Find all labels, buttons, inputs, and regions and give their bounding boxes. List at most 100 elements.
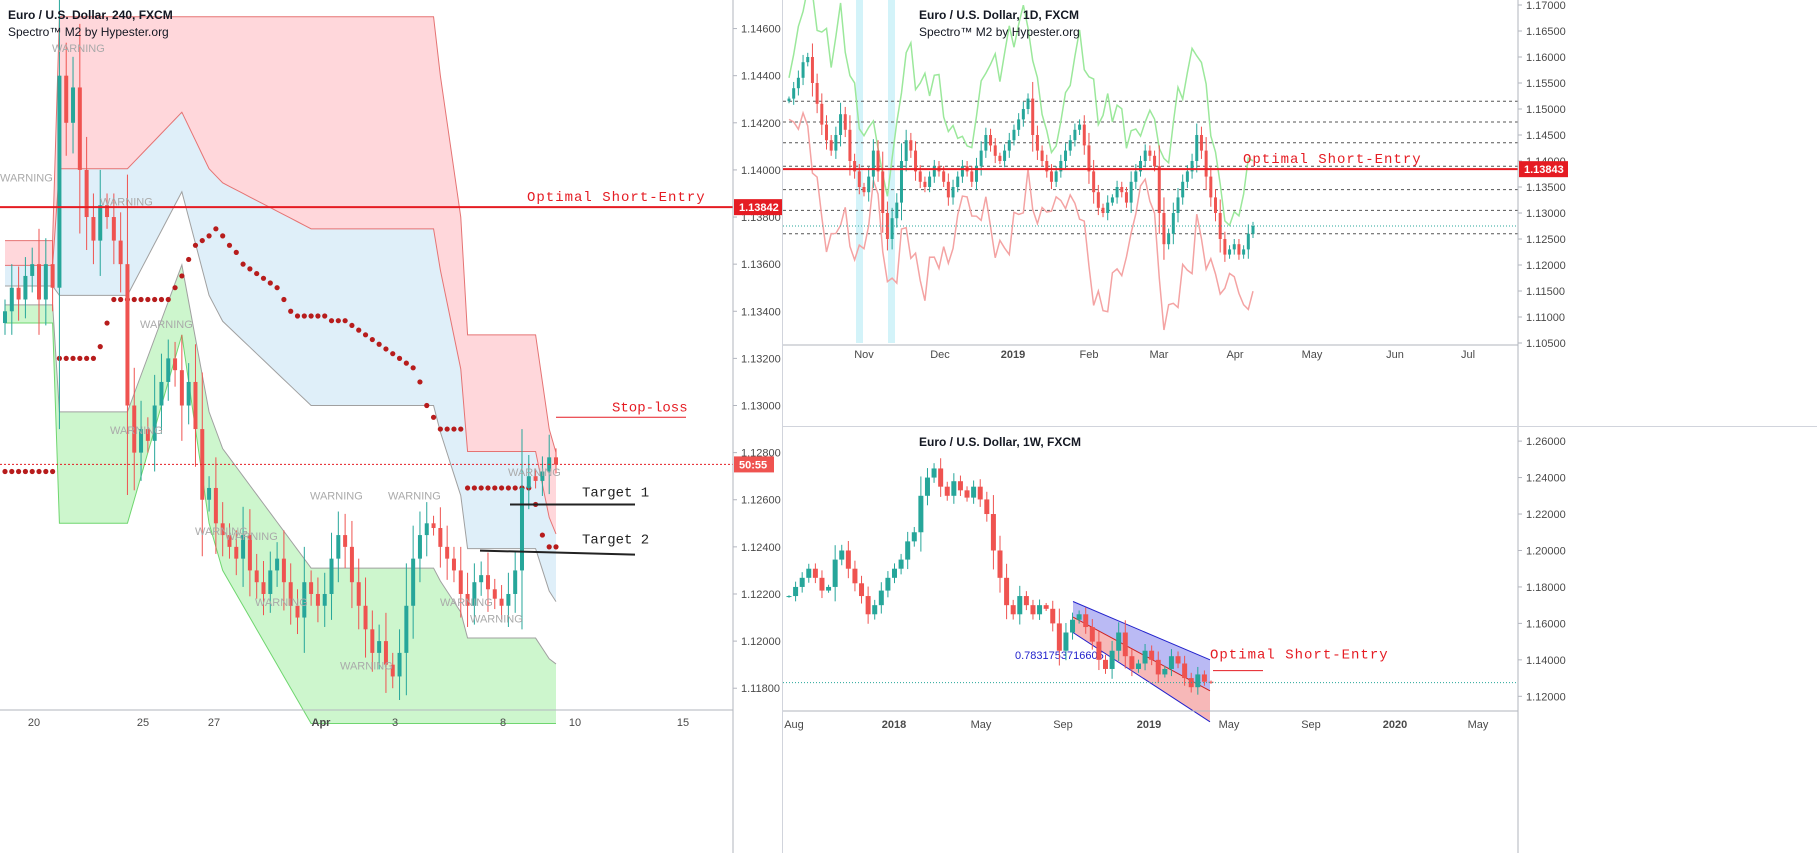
main-candle	[485, 575, 490, 590]
upper-middle-band	[5, 112, 556, 602]
main-candle	[322, 593, 327, 606]
weekly-y-tick-label: 1.24000	[1526, 473, 1566, 485]
daily-y-tick-label: 1.12500	[1526, 234, 1566, 246]
daily-chart-title: Euro / U.S. Dollar, 1D, FXCM	[919, 8, 1080, 22]
main-y-tick-label: 1.13200	[741, 353, 781, 365]
signal-dot	[281, 296, 287, 303]
signal-dot	[315, 313, 321, 319]
warning-label: WARNING	[110, 425, 163, 437]
warning-label: WARNING	[195, 526, 248, 538]
weekly-chart-svg[interactable]: 0.7831753716605 Optimal Short-Entry1.2600…	[783, 427, 1817, 853]
main-y-tick-label: 1.12200	[741, 589, 781, 601]
stop-loss-label: Stop-loss	[612, 400, 688, 416]
weekly-candle	[984, 499, 990, 515]
daily-candle	[914, 150, 918, 172]
weekly-x-tick-label: May	[1219, 719, 1240, 731]
daily-candle	[871, 150, 875, 177]
main-candle	[207, 487, 212, 500]
weekly-candle	[878, 590, 884, 606]
daily-candle	[1021, 109, 1025, 120]
signal-dot	[403, 360, 409, 366]
vertical-divider[interactable]	[782, 0, 783, 853]
main-candle	[159, 381, 164, 406]
main-candle	[302, 582, 307, 618]
main-chart-svg[interactable]: WARNINGWARNINGWARNINGWARNINGWARNINGWARNI…	[0, 0, 782, 853]
daily-chart-panel[interactable]: Optimal Short-Entry 1.17000 1.16500 1.16000…	[783, 0, 1817, 426]
daily-candle	[862, 187, 866, 193]
daily-candle	[1223, 239, 1227, 255]
main-chart-panel[interactable]: WARNING WARNING WARNING WARNING WARNING WARNI…	[0, 0, 782, 853]
weekly-candle	[1201, 674, 1207, 682]
weekly-candle	[839, 550, 845, 560]
warning-label: WARNING	[52, 43, 105, 55]
warning-label: WARNING	[255, 597, 308, 609]
main-candle	[315, 593, 320, 606]
daily-candle	[979, 150, 983, 167]
main-x-tick-label: 20	[28, 717, 40, 729]
daily-candle	[1054, 171, 1058, 182]
daily-x-tick-label: Feb	[1080, 349, 1099, 361]
daily-chart-svg[interactable]: Optimal Short-Entry 1.17000 1.16500 1.16000…	[783, 0, 1817, 426]
main-y-tick-label: 1.13000	[741, 401, 781, 413]
daily-candle	[1078, 124, 1082, 130]
signal-dot	[131, 296, 137, 303]
daily-x-tick-label: 2019	[1001, 349, 1025, 361]
daily-x-tick-label: May	[1302, 349, 1323, 361]
weekly-candle	[819, 577, 825, 591]
weekly-candle	[1122, 632, 1128, 657]
signal-dot	[36, 468, 42, 475]
oscillator-lower-line	[788, 110, 1254, 331]
daily-candle	[1035, 135, 1039, 151]
main-candle	[275, 558, 280, 571]
weekly-candle	[826, 586, 832, 591]
signal-dot	[288, 308, 294, 314]
main-candle	[479, 575, 484, 583]
daily-price-badge-bg	[1519, 161, 1568, 178]
daily-candle	[989, 135, 993, 146]
weekly-x-tick-label: 2019	[1137, 719, 1161, 731]
signal-dot	[213, 226, 219, 232]
weekly-candle	[1175, 656, 1181, 664]
weekly-y-tick-label: 1.16000	[1526, 618, 1566, 630]
main-y-tick-label: 1.12600	[741, 495, 781, 507]
signal-dot	[539, 532, 545, 538]
daily-x-tick-label: Mar	[1150, 349, 1169, 361]
channel-upper-fill	[1073, 601, 1210, 691]
daily-candle	[1129, 181, 1133, 203]
signal-dot	[233, 249, 239, 255]
main-y-tick-label: 1.14200	[741, 118, 781, 130]
signal-dot	[50, 468, 56, 475]
daily-candle	[974, 166, 978, 182]
signal-dot	[97, 344, 103, 350]
main-candle	[9, 287, 14, 312]
weekly-x-tick-label: Aug	[784, 719, 804, 731]
daily-candle	[1012, 129, 1016, 141]
main-candle	[383, 641, 388, 665]
daily-candle	[970, 171, 974, 182]
daily-candle	[1190, 161, 1194, 172]
main-candle	[173, 358, 178, 371]
weekly-candle	[944, 486, 950, 496]
channel-lower-line	[1072, 632, 1211, 723]
daily-candle	[1218, 213, 1222, 239]
main-candle	[241, 535, 246, 559]
signal-dot	[179, 273, 185, 279]
daily-candle	[1171, 213, 1175, 234]
daily-y-tick-label: 1.16500	[1526, 26, 1566, 38]
weekly-candle	[1030, 605, 1036, 615]
daily-candle	[1242, 249, 1246, 255]
daily-candle	[885, 213, 889, 239]
weekly-candle	[977, 486, 983, 500]
daily-candle	[1059, 161, 1063, 172]
daily-candle	[787, 98, 791, 102]
main-candle	[179, 370, 184, 406]
weekly-chart-title: Euro / U.S. Dollar, 1W, FXCM	[919, 435, 1082, 449]
main-candle	[309, 582, 314, 594]
weekly-chart-panel[interactable]: 0.7831753716605 Optimal Short-Entry 1.2600…	[783, 427, 1817, 853]
signal-dot	[267, 280, 273, 286]
daily-candle	[899, 161, 903, 203]
horizontal-divider[interactable]	[783, 426, 1817, 427]
signal-dot	[322, 313, 328, 319]
signal-dot	[437, 426, 443, 432]
main-candle	[227, 535, 232, 547]
